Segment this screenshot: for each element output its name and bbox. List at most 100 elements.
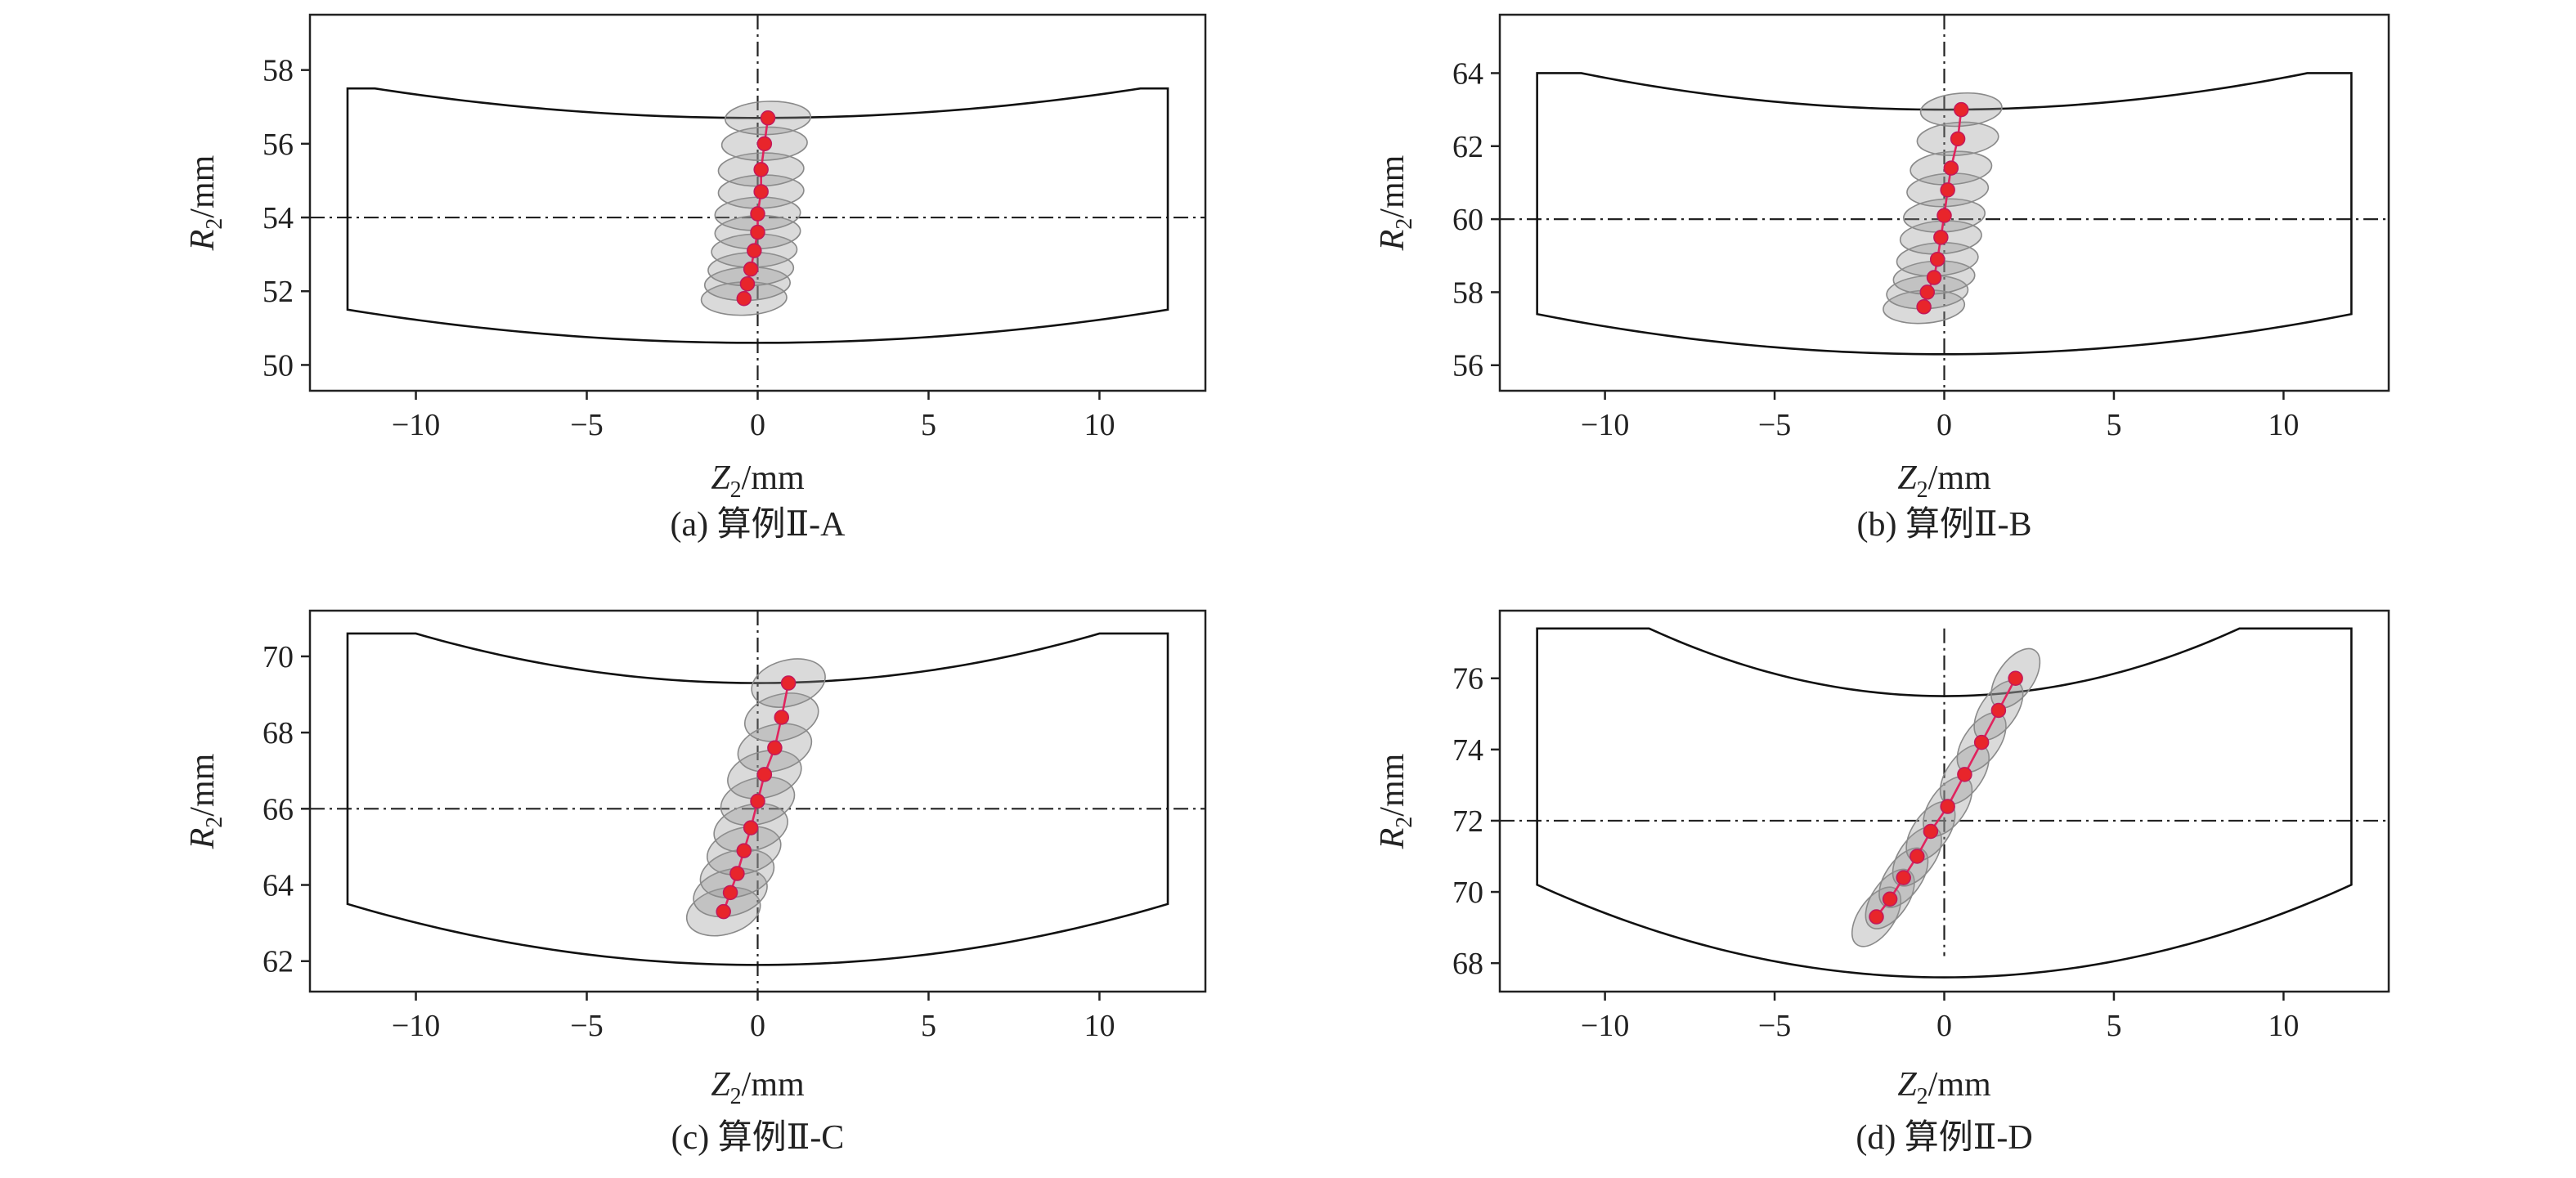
data-point [736,291,752,307]
x-tick-label: 5 [921,408,936,442]
y-tick-label: 74 [1452,733,1483,768]
data-point [1910,849,1925,864]
data-point [753,162,769,177]
component-boundary [1536,627,2353,979]
x-axis-label-unit: /mm [1928,459,1991,497]
data-point [716,903,731,920]
trajectory-line [722,683,790,912]
x-tick-label: −10 [392,1009,440,1043]
data-point [1943,160,1959,176]
component-boundary [346,87,1169,344]
y-axis-label-sub: 2 [1392,817,1417,828]
x-axis-label-sub: 2 [730,1084,742,1109]
y-axis-label-unit: /mm [1374,753,1411,816]
data-point [780,675,797,691]
x-tick-label: 0 [1936,408,1952,442]
data-point [747,243,762,258]
data-point [750,206,765,222]
data-point [767,740,783,756]
data-point [1957,767,1972,782]
x-tick-label: 0 [1936,1009,1952,1043]
data-point [760,110,776,126]
data-point [774,710,790,725]
plot-area [310,15,1205,391]
y-tick-label: 52 [263,275,294,309]
x-tick-label: −10 [1581,408,1629,442]
data-point [1929,251,1945,267]
x-axis-label-main: Z [711,1066,730,1104]
data-point [756,136,773,152]
y-axis-label-main: R [1374,230,1411,252]
panel-caption: (d) 算例Ⅱ-D [1856,1119,2032,1157]
y-axis-label-sub: 2 [202,218,227,230]
y-tick-label: 54 [263,201,294,235]
component-boundary [346,632,1169,966]
x-tick-label: −10 [392,408,440,442]
y-axis-label-sub: 2 [1392,218,1417,230]
x-axis-label-unit: /mm [1928,1066,1991,1104]
x-tick-label: 10 [2268,1009,2299,1043]
x-axis-label: Z2/mm [711,1066,805,1109]
x-axis-label-sub: 2 [730,477,742,503]
x-axis-label: Z2/mm [1897,1066,1991,1109]
x-tick-label: 5 [2106,408,2121,442]
y-tick-label: 50 [263,348,294,383]
y-tick-label: 62 [1452,130,1483,164]
data-point [729,866,745,881]
data-point [750,224,765,240]
data-point [753,184,769,199]
y-axis-label: R2/mm [1374,753,1417,849]
data-point [1953,101,1969,118]
y-axis-label: R2/mm [1374,155,1417,251]
data-point [1950,131,1966,147]
x-axis-label-unit: /mm [742,459,805,497]
x-tick-label: 0 [750,1009,765,1043]
y-tick-label: 60 [1452,203,1483,237]
y-axis-label-unit: /mm [184,155,222,217]
x-axis-label: Z2/mm [1897,459,1991,503]
data-point [756,767,773,782]
x-axis-label: Z2/mm [711,459,805,503]
data-point [1923,823,1939,840]
y-tick-label: 64 [1452,56,1483,91]
y-axis-label: R2/mm [184,753,227,849]
data-point [1919,284,1936,300]
data-point [1896,870,1911,885]
data-point [1926,270,1942,285]
x-axis-label-unit: /mm [742,1066,805,1104]
data-point [743,261,759,277]
y-axis-label: R2/mm [184,155,227,251]
data-point [1940,182,1955,198]
x-tick-label: 5 [2106,1009,2121,1043]
y-tick-label: 72 [1452,804,1483,839]
data-point [736,843,752,858]
y-tick-label: 70 [263,640,294,674]
y-tick-label: 64 [263,869,294,903]
y-tick-label: 68 [1452,947,1483,981]
y-axis-label-sub: 2 [202,817,227,828]
x-tick-label: −5 [1758,408,1791,442]
data-point [1916,299,1932,315]
x-tick-label: 5 [921,1009,936,1043]
data-point [743,820,759,835]
data-point [739,275,756,292]
x-axis-label-sub: 2 [1917,1084,1928,1109]
data-point [1882,891,1898,907]
x-tick-label: 10 [1084,408,1115,442]
y-tick-label: 56 [263,128,294,162]
x-axis-label-sub: 2 [1917,477,1928,503]
x-tick-label: −5 [1758,1009,1791,1043]
data-point [1933,230,1949,245]
data-point [1940,799,1955,814]
y-tick-label: 68 [263,716,294,750]
y-axis-label-unit: /mm [1374,155,1411,217]
x-axis-label-main: Z [1897,1066,1917,1104]
data-point [1973,734,1990,750]
x-tick-label: −5 [570,1009,603,1043]
y-tick-label: 58 [263,54,294,88]
panel-caption: (c) 算例Ⅱ-C [671,1119,845,1157]
x-axis-label-main: Z [1897,459,1917,497]
